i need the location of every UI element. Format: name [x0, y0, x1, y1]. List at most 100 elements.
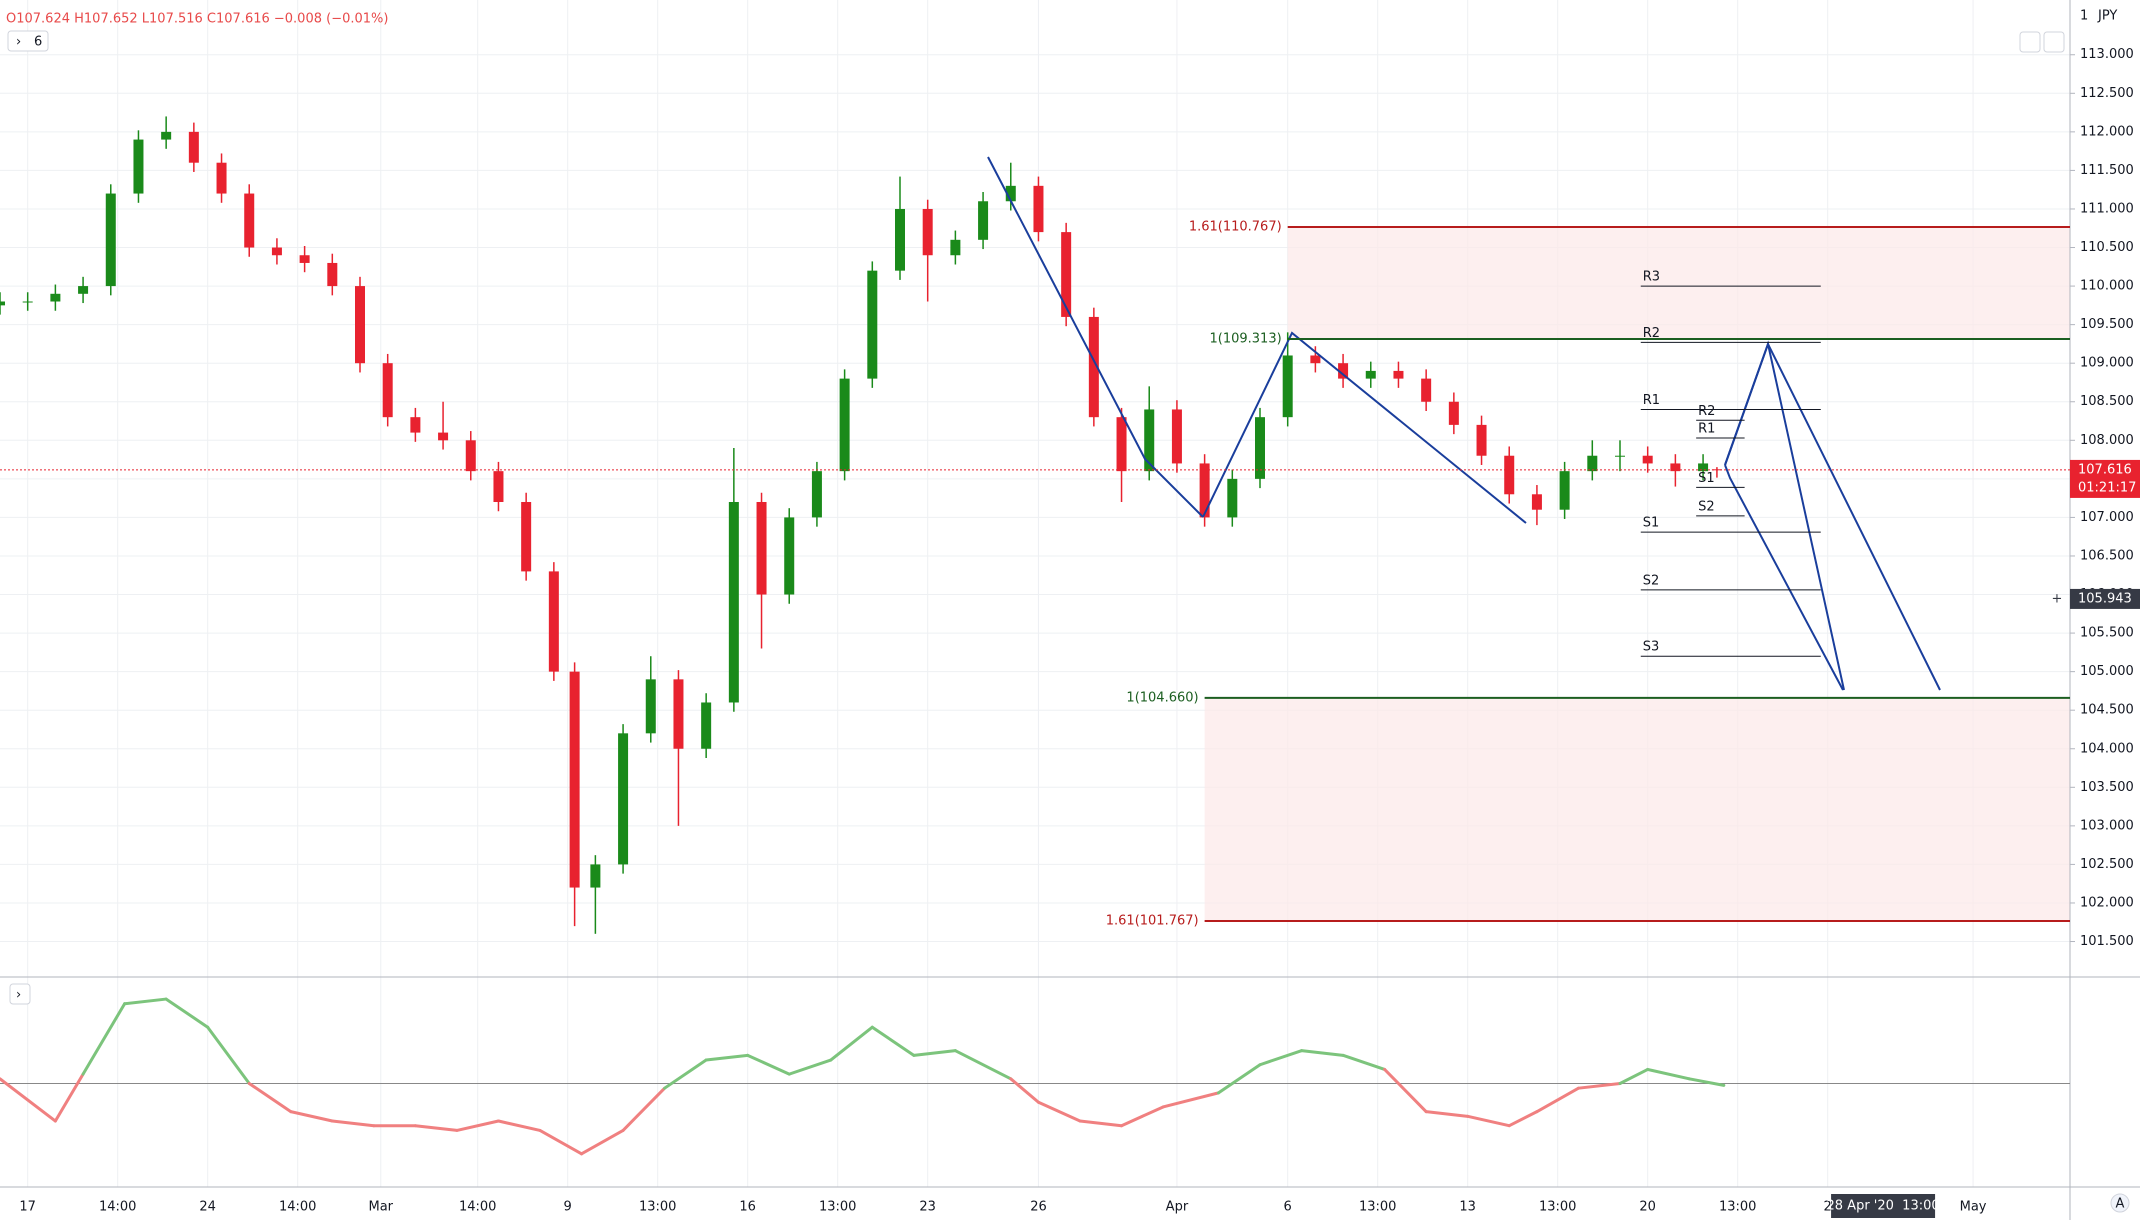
y-tick-label: 104.000: [2080, 741, 2134, 756]
candle-body: [327, 262, 338, 287]
x-tick-label: 16: [739, 1200, 756, 1215]
candle-body: [1615, 455, 1625, 457]
candle-body: [1531, 494, 1542, 510]
candle-body: [1061, 232, 1072, 317]
x-tick-label: 23: [919, 1200, 936, 1215]
y-tick-label: 108.000: [2080, 433, 2134, 448]
x-tick-label: May: [1960, 1200, 1987, 1215]
oscillator-arrow: ›: [16, 988, 21, 1003]
ohlc-legend: O107.624 H107.652 L107.516 C107.616 −0.0…: [6, 12, 388, 27]
oscillator-segment: [953, 1049, 1013, 1081]
candle-body: [438, 432, 449, 441]
trend-line: [1202, 331, 1527, 524]
crosshair-time-label: 28 Apr '20 13:00: [1827, 1199, 1940, 1214]
candle-body: [1587, 455, 1598, 472]
pivot-label: R3: [1643, 270, 1660, 285]
pivot-label: R2: [1698, 404, 1715, 419]
candle-body: [1005, 185, 1016, 202]
candle-body: [0, 301, 5, 306]
oscillator-segment: [580, 1128, 625, 1156]
candle-body: [355, 286, 365, 364]
oscillator-toggle[interactable]: [9, 983, 31, 1005]
pivot-label: R1: [1643, 393, 1660, 408]
x-tick-label: 14:00: [99, 1200, 136, 1215]
x-tick-label: 13:00: [1359, 1200, 1396, 1215]
candle-body: [922, 208, 933, 256]
zones: [1204, 226, 2070, 921]
candle-body: [1116, 417, 1127, 472]
candle-body: [493, 471, 504, 502]
fib-label: 1(104.660): [1126, 690, 1198, 705]
y-tick-label: 112.500: [2080, 86, 2134, 101]
oscillator-segment: [1341, 1053, 1387, 1071]
y-tick-label: 111.000: [2080, 201, 2134, 216]
y-tick-label: 102.000: [2080, 895, 2134, 910]
fib-zone: [1204, 697, 2070, 921]
oscillator-segment: [413, 1124, 459, 1132]
candle-body: [521, 501, 532, 572]
candle-body: [590, 864, 601, 888]
oscillator-segment: [787, 1058, 833, 1076]
candle-body: [1171, 409, 1182, 464]
trend-lines: [987, 156, 1941, 691]
candle-body: [1282, 355, 1293, 418]
x-tick-label: 6: [1284, 1200, 1292, 1215]
interval-value: 6: [34, 35, 42, 50]
candle-body: [465, 440, 476, 472]
candle-body: [728, 501, 739, 703]
candle-body: [1144, 409, 1155, 472]
candle-body: [50, 293, 61, 302]
candle-body: [299, 255, 310, 263]
y-tick-label: 103.000: [2080, 818, 2134, 833]
auto-scale-label: A: [2116, 1197, 2125, 1212]
pivot-label: R1: [1698, 421, 1715, 436]
y-tick-label: 110.000: [2080, 279, 2134, 294]
oscillator-segment: [1120, 1105, 1165, 1128]
fib-zone: [1287, 226, 2070, 340]
y-tick-label: 105.000: [2080, 664, 2134, 679]
crosshair-plus: +: [2052, 591, 2063, 606]
x-tick-label: 9: [564, 1200, 572, 1215]
oscillator-segment: [1258, 1049, 1304, 1067]
candle-body: [1642, 455, 1653, 464]
candle-body: [895, 208, 905, 271]
candle-body: [1559, 471, 1570, 510]
candle-body: [1227, 478, 1238, 518]
candle-body: [1504, 455, 1515, 495]
fib-label: 1.61(101.767): [1106, 913, 1199, 928]
oscillator-segment: [1009, 1077, 1040, 1104]
candle-body: [1365, 370, 1376, 379]
candle-body: [618, 733, 629, 865]
pivot-label: R2: [1643, 326, 1660, 341]
pivot-label: S3: [1643, 640, 1660, 655]
interval-button[interactable]: [7, 30, 49, 52]
oscillator-segment: [164, 997, 210, 1029]
candle-body: [1393, 370, 1404, 379]
oscillator-segment: [1687, 1077, 1726, 1087]
candle-body: [244, 193, 255, 248]
y-tick-label: 107.000: [2080, 510, 2134, 525]
fullscreen-button[interactable]: [2043, 31, 2065, 53]
x-tick-label: 14:00: [459, 1200, 496, 1215]
oscillator-segment: [206, 1025, 251, 1085]
candle-body: [271, 247, 282, 256]
scroll-button[interactable]: [2019, 31, 2041, 53]
fib-label: 1(109.313): [1210, 332, 1282, 347]
x-tick-label: 13:00: [639, 1200, 676, 1215]
pivot-label: S2: [1643, 573, 1660, 588]
x-tick-label: 24: [199, 1200, 216, 1215]
y-tick-label: 111.500: [2080, 163, 2134, 178]
x-tick-label: Apr: [1166, 1200, 1189, 1215]
candle-body: [216, 162, 227, 194]
fib-label: 1.61(110.767): [1189, 219, 1282, 234]
oscillator-segment: [621, 1086, 667, 1132]
auto-scale-button[interactable]: [2110, 1193, 2130, 1213]
oscillator-segment: [81, 1002, 127, 1076]
candle-body: [78, 286, 89, 294]
oscillator-segment: [1618, 1067, 1650, 1085]
trend-line: [1724, 341, 1941, 691]
last-price-label: 107.616: [2078, 462, 2132, 477]
trend-line: [1724, 464, 1844, 691]
oscillator-segment: [0, 1077, 57, 1123]
currency: JPY: [2097, 9, 2117, 24]
